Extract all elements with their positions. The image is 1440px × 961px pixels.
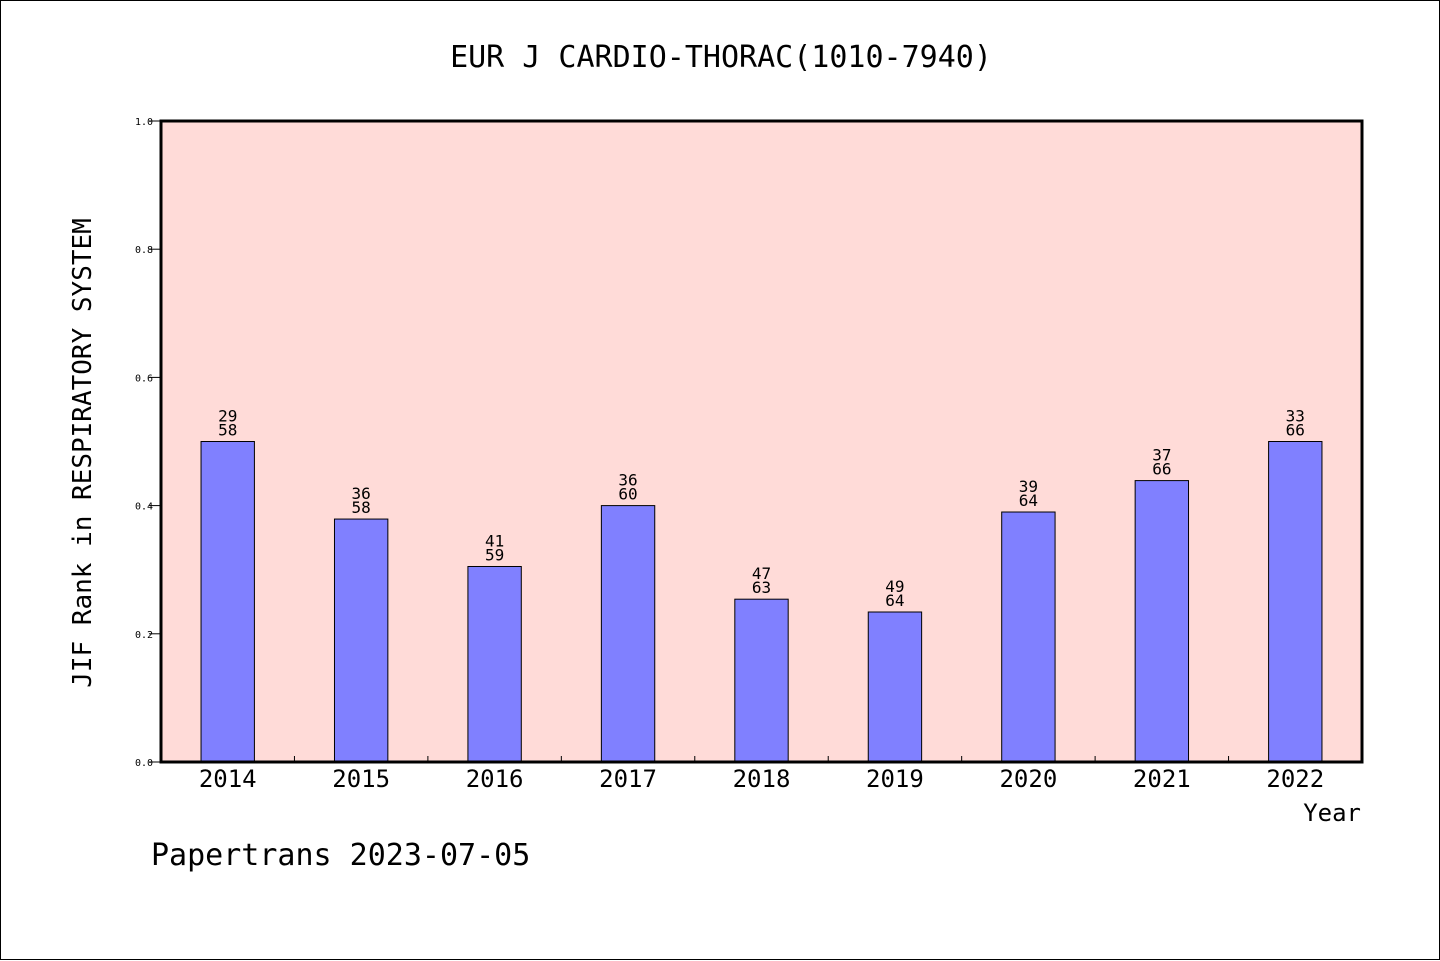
bar-total-label: 66 [1152,460,1171,479]
bar-rank-label: 37 [1152,446,1171,465]
x-axis-label: Year [1303,799,1361,827]
x-tick-label: 2021 [1133,765,1191,793]
x-tick-label: 2015 [332,765,390,793]
bar-total-label: 59 [485,545,504,564]
plot-area: 0.00.20.40.60.81.02958201436582015415920… [135,117,1364,793]
bar [1268,441,1323,763]
y-tick-label: 0.2 [135,630,153,641]
x-tick-label: 2014 [199,765,257,793]
bar-total-label: 58 [352,498,371,517]
plot-border [159,119,1364,764]
bar-total-label: 66 [1286,421,1305,440]
y-tick-label: 0.4 [135,502,153,513]
bar [1001,511,1056,763]
x-tick-label: 2019 [866,765,924,793]
bar-rank-label: 47 [752,564,771,583]
bar-total-label: 60 [618,485,637,504]
bar [467,565,522,763]
bar-rank-label: 33 [1286,407,1305,426]
bar [600,505,656,763]
bar-rank-label: 36 [352,484,371,503]
footer-credit: Papertrans 2023-07-05 [151,838,530,873]
bar-rank-label: 41 [485,531,504,550]
bar-total-label: 64 [885,591,904,610]
bar-rank-label: 36 [618,471,637,490]
y-axis-label: JIF Rank in RESPIRATORY SYSTEM [68,218,98,688]
bar [734,598,789,763]
bar [333,518,389,763]
x-tick-label: 2020 [999,765,1057,793]
bar-rank-label: 39 [1019,477,1038,496]
chart-title: EUR J CARDIO-THORAC(1010-7940) [450,40,992,75]
bar-total-label: 64 [1019,491,1038,510]
bar [200,441,255,763]
y-tick-label: 0.0 [135,758,153,769]
bar [1134,480,1190,763]
bar-total-label: 63 [752,578,771,597]
bar-total-label: 58 [218,421,237,440]
x-tick-label: 2018 [733,765,791,793]
x-tick-label: 2016 [466,765,524,793]
x-tick-label: 2022 [1266,765,1324,793]
bar-rank-label: 29 [218,407,237,426]
bar [867,611,923,763]
bar-rank-label: 49 [885,577,904,596]
x-tick-label: 2017 [599,765,657,793]
y-tick-label: 1.0 [135,117,153,128]
y-tick-label: 0.6 [135,373,153,384]
y-tick-label: 0.8 [135,245,153,256]
